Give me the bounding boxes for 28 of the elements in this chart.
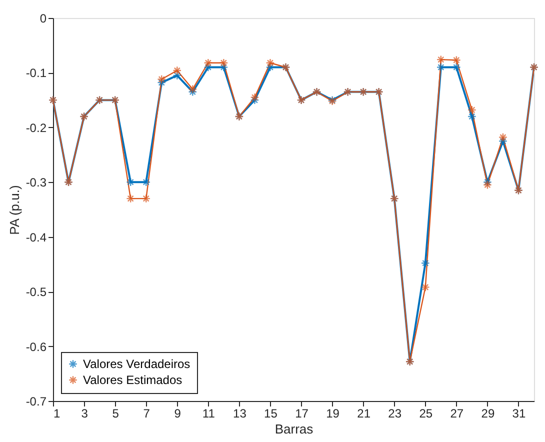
x-tick-label: 3 (81, 406, 88, 420)
y-tick-label: 0 (40, 12, 47, 26)
x-tick-label: 27 (450, 406, 464, 420)
x-tick-label: 19 (326, 406, 340, 420)
y-tick-label: -0.7 (26, 394, 47, 408)
x-tick-label: 1 (54, 406, 60, 420)
y-axis-title: PA (p.u.) (6, 185, 22, 235)
y-tick-label: -0.6 (26, 340, 47, 354)
y-tick-label: -0.5 (26, 285, 47, 300)
x-tick-label: 25 (419, 406, 433, 420)
x-axis-title: Barras (274, 422, 314, 436)
x-tick-label: 29 (481, 406, 495, 420)
x-tick-label: 23 (388, 406, 402, 420)
legend-label: Valores Estimados (83, 373, 182, 387)
x-tick-label: 17 (295, 406, 309, 420)
legend-label: Valores Verdadeiros (83, 357, 190, 371)
x-tick-label: 15 (264, 406, 278, 420)
y-tick-label: -0.2 (26, 120, 47, 135)
x-tick-label: 13 (233, 406, 247, 420)
x-tick-label: 21 (357, 406, 371, 420)
x-tick-label: 5 (112, 406, 120, 420)
x-tick-label: 11 (202, 406, 216, 420)
y-tick-label: -0.1 (26, 66, 47, 80)
x-tick-label: 9 (174, 406, 182, 420)
x-tick-label: 7 (143, 406, 150, 420)
x-tick-label: 31 (512, 406, 526, 420)
y-tick-label: -0.4 (26, 230, 47, 244)
y-tick-label: -0.3 (26, 176, 47, 190)
